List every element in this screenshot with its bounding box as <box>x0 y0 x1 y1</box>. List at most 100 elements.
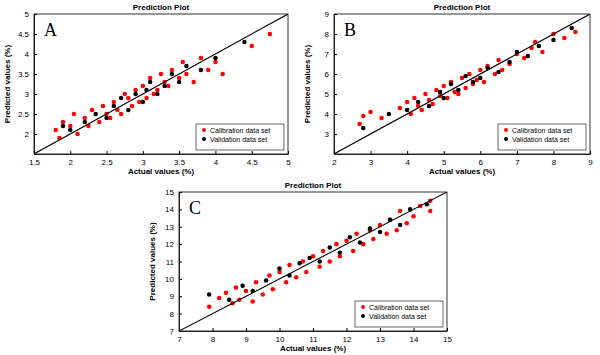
tick-label: 15 <box>443 335 452 344</box>
tick-label: 14 <box>410 335 419 344</box>
tick-label: 5 <box>286 158 291 167</box>
tick-label: 13 <box>165 223 174 232</box>
point <box>398 209 403 214</box>
point <box>126 108 131 113</box>
tick: 10 <box>276 328 285 344</box>
tick-label: 5 <box>325 90 330 99</box>
point <box>101 104 106 109</box>
point <box>155 88 160 93</box>
tick-label: 13 <box>376 335 385 344</box>
tick: 7 <box>515 151 520 167</box>
point <box>267 273 272 278</box>
legend-marker <box>361 314 365 318</box>
plot-frame <box>34 14 288 154</box>
tick-mark <box>334 94 337 95</box>
point <box>317 264 322 269</box>
point <box>68 124 73 129</box>
point <box>130 104 135 109</box>
tick-label: 4 <box>325 110 330 119</box>
y-axis: 789101112131415 <box>165 188 182 336</box>
tick-label: 4 <box>214 158 219 167</box>
tick: 6 <box>325 70 337 79</box>
tick-label: 11 <box>309 335 318 344</box>
tick-mark <box>334 134 337 135</box>
reference-line <box>34 14 288 154</box>
tick-label: 3 <box>25 90 30 99</box>
tick-mark <box>179 151 180 154</box>
plot-area <box>34 14 288 154</box>
tick-mark <box>334 54 337 55</box>
point <box>441 84 446 89</box>
tick-mark <box>179 262 182 263</box>
tick: 3 <box>325 130 337 139</box>
tick: 3.5 <box>18 70 37 79</box>
tick: 4 <box>214 151 219 167</box>
axis-line <box>180 331 448 332</box>
tick-mark <box>34 14 37 15</box>
background <box>0 0 600 355</box>
point <box>242 40 247 45</box>
point <box>357 122 362 127</box>
tick: 9 <box>170 292 182 301</box>
point <box>227 297 232 302</box>
tick: 2.5 <box>18 110 37 119</box>
point <box>478 76 483 81</box>
point <box>61 120 66 125</box>
point <box>72 112 77 117</box>
point <box>119 112 124 117</box>
tick: 7 <box>170 327 182 336</box>
point <box>456 92 461 97</box>
tick-mark <box>179 296 182 297</box>
point <box>122 92 127 97</box>
point <box>119 96 124 101</box>
tick-label: 11 <box>166 258 175 267</box>
tick-mark <box>288 151 289 154</box>
y-axis-title: Predicted values (%) <box>303 45 312 124</box>
point <box>354 231 359 236</box>
tick-mark <box>34 134 37 135</box>
tick-mark <box>179 227 182 228</box>
x-axis: 1.522.533.544.55 <box>29 151 291 167</box>
point <box>254 280 259 285</box>
point <box>287 263 292 268</box>
legend-label: Validation data set <box>369 313 426 320</box>
point <box>456 88 461 93</box>
point <box>284 280 289 285</box>
tick-mark <box>34 114 37 115</box>
point <box>207 292 212 297</box>
tick: 9 <box>588 151 593 167</box>
tick: 13 <box>165 223 182 232</box>
legend: Calibration data setValidation data set <box>498 124 586 150</box>
tick-mark <box>143 151 144 154</box>
point <box>240 284 245 289</box>
tick-mark <box>407 151 408 154</box>
tick-label: 10 <box>276 335 285 344</box>
point <box>297 261 302 266</box>
tick-label: 1.5 <box>29 158 41 167</box>
point <box>368 110 373 115</box>
tick-mark <box>246 328 247 331</box>
point <box>162 84 167 89</box>
tick-mark <box>334 34 337 35</box>
point <box>387 112 392 117</box>
tick: 6 <box>479 151 484 167</box>
legend-label: Validation data set <box>512 136 569 143</box>
panel-label: A <box>44 20 57 40</box>
point <box>133 88 138 93</box>
reference-line <box>334 14 590 154</box>
y-axis-title: Predicted values (%) <box>3 45 12 124</box>
point <box>133 92 138 97</box>
tick: 9 <box>325 10 337 19</box>
y-axis-title: Predicted values (%) <box>148 222 157 301</box>
point <box>405 100 410 105</box>
x-axis-title: Actual values (%) <box>429 167 496 176</box>
tick: 9 <box>244 328 249 344</box>
point <box>75 132 80 137</box>
tick-label: 3 <box>325 130 330 139</box>
tick: 5 <box>442 151 447 167</box>
point <box>277 266 282 271</box>
point <box>416 100 421 105</box>
point <box>112 104 117 109</box>
tick-mark <box>179 244 182 245</box>
reference-line <box>179 192 447 331</box>
